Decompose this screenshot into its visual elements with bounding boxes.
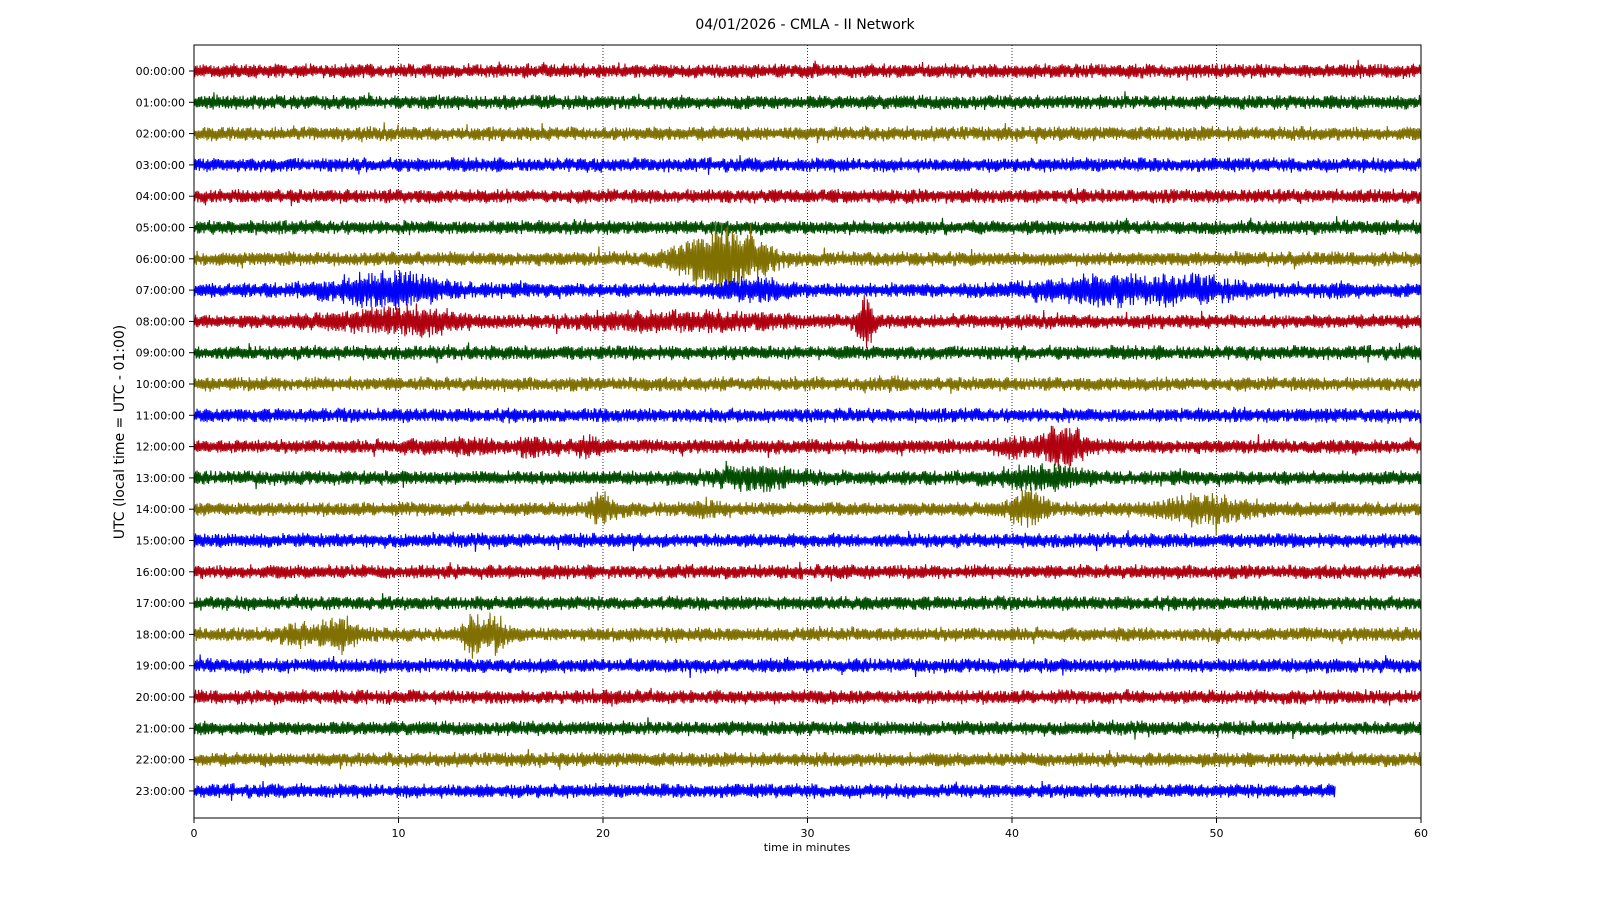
- trace-10: [193, 375, 1422, 394]
- y-tick-label: 22:00:00: [136, 754, 185, 767]
- x-tick-label: 10: [392, 827, 406, 840]
- y-tick-label: 10:00:00: [136, 378, 185, 391]
- y-tick-label: 13:00:00: [136, 472, 185, 485]
- y-tick-label: 02:00:00: [136, 128, 185, 141]
- trace-08: [193, 295, 1422, 348]
- trace-06: [193, 220, 1422, 296]
- trace-00: [193, 59, 1422, 81]
- y-tick-label: 23:00:00: [136, 785, 185, 798]
- y-tick-label: 06:00:00: [136, 253, 185, 266]
- trace-14: [193, 487, 1422, 536]
- trace-22: [193, 749, 1422, 770]
- x-tick-label: 0: [191, 827, 198, 840]
- trace-12: [193, 425, 1422, 470]
- trace-09: [193, 342, 1422, 364]
- trace-04: [193, 188, 1422, 207]
- chart-title: 04/01/2026 - CMLA - II Network: [695, 17, 915, 33]
- trace-02: [193, 122, 1422, 144]
- y-tick-label: 08:00:00: [136, 315, 185, 328]
- y-tick-label: 14:00:00: [136, 503, 185, 516]
- y-tick-label: 04:00:00: [136, 190, 185, 203]
- trace-11: [193, 406, 1422, 424]
- y-tick-label: 07:00:00: [136, 284, 185, 297]
- x-tick-label: 60: [1414, 827, 1428, 840]
- trace-07: [193, 270, 1422, 310]
- y-tick-label: 09:00:00: [136, 347, 185, 360]
- trace-15: [193, 530, 1422, 552]
- y-tick-label: 00:00:00: [136, 65, 185, 78]
- y-tick-label: 15:00:00: [136, 535, 185, 548]
- x-tick-label: 40: [1005, 827, 1019, 840]
- y-tick-label: 21:00:00: [136, 722, 185, 735]
- trace-13: [193, 460, 1422, 493]
- traces: [193, 59, 1422, 801]
- y-tick-label: 12:00:00: [136, 441, 185, 454]
- y-tick-label: 01:00:00: [136, 96, 185, 109]
- trace-20: [193, 687, 1422, 707]
- y-axis: 00:00:00 01:00:00 02:00:00 03:00:00 04:00:00…: [136, 65, 194, 798]
- y-axis-label: UTC (local time = UTC - 01:00): [112, 325, 128, 540]
- trace-18: [193, 612, 1422, 659]
- trace-17: [193, 593, 1422, 612]
- y-tick-label: 18:00:00: [136, 628, 185, 641]
- trace-01: [193, 91, 1422, 111]
- y-tick-label: 05:00:00: [136, 222, 185, 235]
- x-tick-label: 50: [1210, 827, 1224, 840]
- trace-19: [193, 654, 1422, 679]
- trace-21: [193, 717, 1422, 740]
- x-tick-label: 30: [801, 827, 815, 840]
- trace-23: [193, 780, 1336, 801]
- y-tick-label: 17:00:00: [136, 597, 185, 610]
- trace-05: [193, 216, 1422, 237]
- x-axis: 0 10 20 30 40 50 60: [191, 818, 1428, 840]
- y-tick-label: 16:00:00: [136, 566, 185, 579]
- y-tick-label: 19:00:00: [136, 660, 185, 673]
- trace-03: [193, 155, 1422, 175]
- y-tick-label: 11:00:00: [136, 409, 185, 422]
- x-axis-label: time in minutes: [764, 841, 851, 854]
- x-tick-label: 20: [596, 827, 610, 840]
- trace-16: [193, 561, 1422, 582]
- y-tick-label: 03:00:00: [136, 159, 185, 172]
- y-tick-label: 20:00:00: [136, 691, 185, 704]
